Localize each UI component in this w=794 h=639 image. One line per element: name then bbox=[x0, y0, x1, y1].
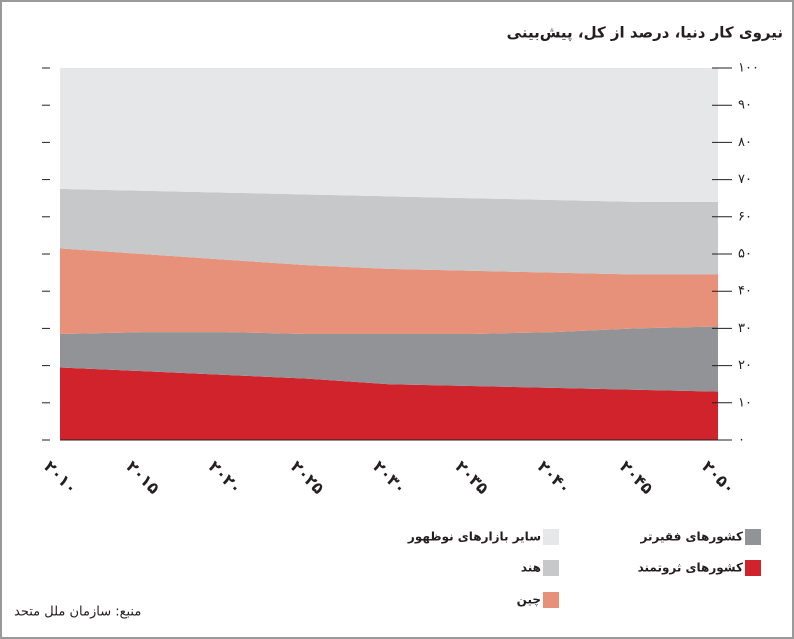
y-tick-label: ۹۰ bbox=[738, 98, 752, 113]
area bbox=[60, 68, 718, 202]
x-tick-label: ۲۰۴۵ bbox=[616, 457, 657, 498]
y-tick-label: ۷۰ bbox=[738, 172, 752, 187]
x-tick-label: ۲۰۳۰ bbox=[369, 457, 410, 498]
x-tick-label: ۲۰۲۰ bbox=[205, 457, 246, 498]
legend-label: چین bbox=[517, 593, 541, 607]
y-tick-label: ۵۰ bbox=[738, 247, 752, 262]
chart-title: نیروی کار دنیا، درصد از کل، پیش‌بینی bbox=[507, 24, 783, 43]
x-tick-label: ۲۰۴۰ bbox=[534, 457, 575, 498]
legend-label: سایر بازارهای نوظهور bbox=[407, 530, 541, 545]
area bbox=[60, 248, 718, 334]
y-tick-label: ۳۰ bbox=[738, 321, 752, 336]
y-tick-label: ۲۰ bbox=[738, 358, 752, 373]
area bbox=[60, 188, 718, 275]
area bbox=[60, 326, 718, 392]
x-tick-label: ۲۰۳۵ bbox=[451, 457, 492, 498]
x-tick-label: ۲۰۵۰ bbox=[698, 457, 739, 498]
legend-label: هند bbox=[521, 561, 541, 575]
legend-label: کشورهای ثروتمند bbox=[638, 561, 743, 576]
source: منبع: سازمان ملل متحد bbox=[14, 605, 141, 620]
legend-swatch bbox=[543, 529, 559, 545]
y-tick-label: ۴۰ bbox=[738, 284, 752, 299]
legend-swatch bbox=[543, 592, 559, 608]
x-tick-label: ۲۰۱۵ bbox=[122, 457, 163, 498]
legend-swatch bbox=[745, 529, 761, 545]
y-tick-label: ۰ bbox=[738, 433, 745, 448]
y-tick-label: ۶۰ bbox=[738, 209, 752, 224]
x-tick-label: ۲۰۱۰ bbox=[40, 457, 81, 498]
y-tick-label: ۱۰۰ bbox=[738, 61, 759, 76]
area bbox=[60, 367, 718, 440]
y-tick-label: ۸۰ bbox=[738, 135, 752, 150]
legend-swatch bbox=[543, 560, 559, 576]
x-tick-label: ۲۰۲۵ bbox=[287, 457, 328, 498]
y-tick-label: ۱۰ bbox=[738, 395, 752, 410]
legend-swatch bbox=[745, 560, 761, 576]
legend-label: کشورهای فقیرتر bbox=[640, 530, 743, 545]
